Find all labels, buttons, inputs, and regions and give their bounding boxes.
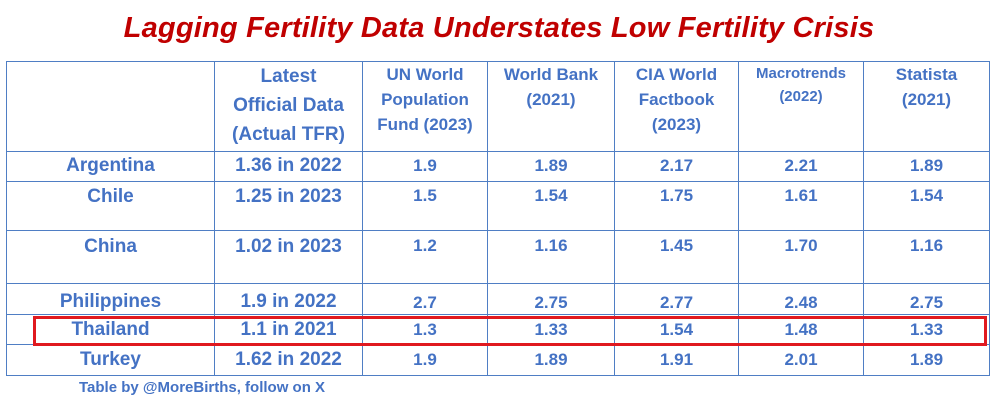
header-line: CIA World	[635, 65, 718, 84]
statista-cell: 2.75	[863, 283, 990, 315]
header-line: Macrotrends	[755, 65, 847, 82]
official-cell: 1.9 in 2022	[214, 283, 363, 315]
header-line: World Bank	[503, 65, 599, 84]
world-bank-cell: 1.89	[487, 344, 615, 376]
world-bank-cell: 1.54	[487, 181, 615, 231]
world-bank-cell: 1.89	[487, 151, 615, 182]
cia-cell: 2.17	[614, 151, 739, 182]
macrotrends-cell: 1.70	[738, 230, 864, 284]
un-cell: 1.9	[362, 344, 488, 376]
table-row-turkey: Turkey 1.62 in 2022 1.9 1.89 1.91 2.01 1…	[6, 344, 990, 376]
un-cell: 1.9	[362, 151, 488, 182]
header-line: Population	[381, 90, 469, 109]
macrotrends-cell: 2.21	[738, 151, 864, 182]
un-cell: 1.3	[362, 314, 488, 345]
header-line: (2023)	[651, 115, 702, 134]
header-line: (Actual TFR)	[232, 124, 345, 145]
statista-cell: 1.16	[863, 230, 990, 284]
un-cell: 1.5	[362, 181, 488, 231]
macrotrends-cell: 1.48	[738, 314, 864, 345]
cia-cell: 1.45	[614, 230, 739, 284]
official-cell: 1.02 in 2023	[214, 230, 363, 284]
header-line: (2021)	[901, 90, 952, 109]
official-cell: 1.36 in 2022	[214, 151, 363, 182]
macrotrends-cell: 1.61	[738, 181, 864, 231]
fertility-table: Latest Official Data (Actual TFR) UN Wor…	[6, 61, 990, 376]
header-line: Factbook	[638, 90, 715, 109]
world-bank-cell: 1.16	[487, 230, 615, 284]
header-line: (2022)	[779, 88, 823, 105]
cia-cell: 1.54	[614, 314, 739, 345]
official-cell: 1.25 in 2023	[214, 181, 363, 231]
world-bank-cell: 2.75	[487, 283, 615, 315]
statista-cell: 1.89	[863, 344, 990, 376]
header-line: Statista	[895, 65, 958, 84]
world-bank-cell: 1.33	[487, 314, 615, 345]
macrotrends-cell: 2.48	[738, 283, 864, 315]
table-credit: Table by @MoreBirths, follow on X	[79, 379, 326, 396]
header-line: Latest	[260, 66, 317, 87]
chart-title: Lagging Fertility Data Understates Low F…	[123, 12, 875, 44]
country-cell: China	[6, 230, 215, 284]
official-cell: 1.1 in 2021	[214, 314, 363, 345]
table-row-thailand: Thailand 1.1 in 2021 1.3 1.33 1.54 1.48 …	[6, 314, 990, 345]
cia-cell: 2.77	[614, 283, 739, 315]
statista-cell: 1.89	[863, 151, 990, 182]
header-cell-un: UN World Population Fund (2023)	[362, 61, 488, 152]
header-cell-blank	[6, 61, 215, 152]
header-cell-cia: CIA World Factbook (2023)	[614, 61, 739, 152]
country-cell: Chile	[6, 181, 215, 231]
country-cell: Philippines	[6, 283, 215, 315]
macrotrends-cell: 2.01	[738, 344, 864, 376]
header-cell-macrotrends: Macrotrends (2022)	[738, 61, 864, 152]
table-row-chile: Chile 1.25 in 2023 1.5 1.54 1.75 1.61 1.…	[6, 181, 990, 231]
header-line: Official Data	[233, 95, 344, 116]
statista-cell: 1.33	[863, 314, 990, 345]
country-cell: Argentina	[6, 151, 215, 182]
header-line: (2021)	[526, 90, 576, 109]
un-cell: 2.7	[362, 283, 488, 315]
table-row-philippines: Philippines 1.9 in 2022 2.7 2.75 2.77 2.…	[6, 283, 990, 315]
table-header-row: Latest Official Data (Actual TFR) UN Wor…	[6, 61, 990, 152]
un-cell: 1.2	[362, 230, 488, 284]
cia-cell: 1.91	[614, 344, 739, 376]
table-row-china: China 1.02 in 2023 1.2 1.16 1.45 1.70 1.…	[6, 230, 990, 284]
cia-cell: 1.75	[614, 181, 739, 231]
header-line: UN World	[386, 65, 464, 84]
statista-cell: 1.54	[863, 181, 990, 231]
header-line: Fund (2023)	[377, 115, 473, 134]
country-cell: Turkey	[6, 344, 215, 376]
official-cell: 1.62 in 2022	[214, 344, 363, 376]
table-row-argentina: Argentina 1.36 in 2022 1.9 1.89 2.17 2.2…	[6, 151, 990, 182]
header-cell-world-bank: World Bank (2021)	[487, 61, 615, 152]
country-cell: Thailand	[6, 314, 215, 345]
header-cell-statista: Statista (2021)	[863, 61, 990, 152]
header-cell-official: Latest Official Data (Actual TFR)	[214, 61, 363, 152]
